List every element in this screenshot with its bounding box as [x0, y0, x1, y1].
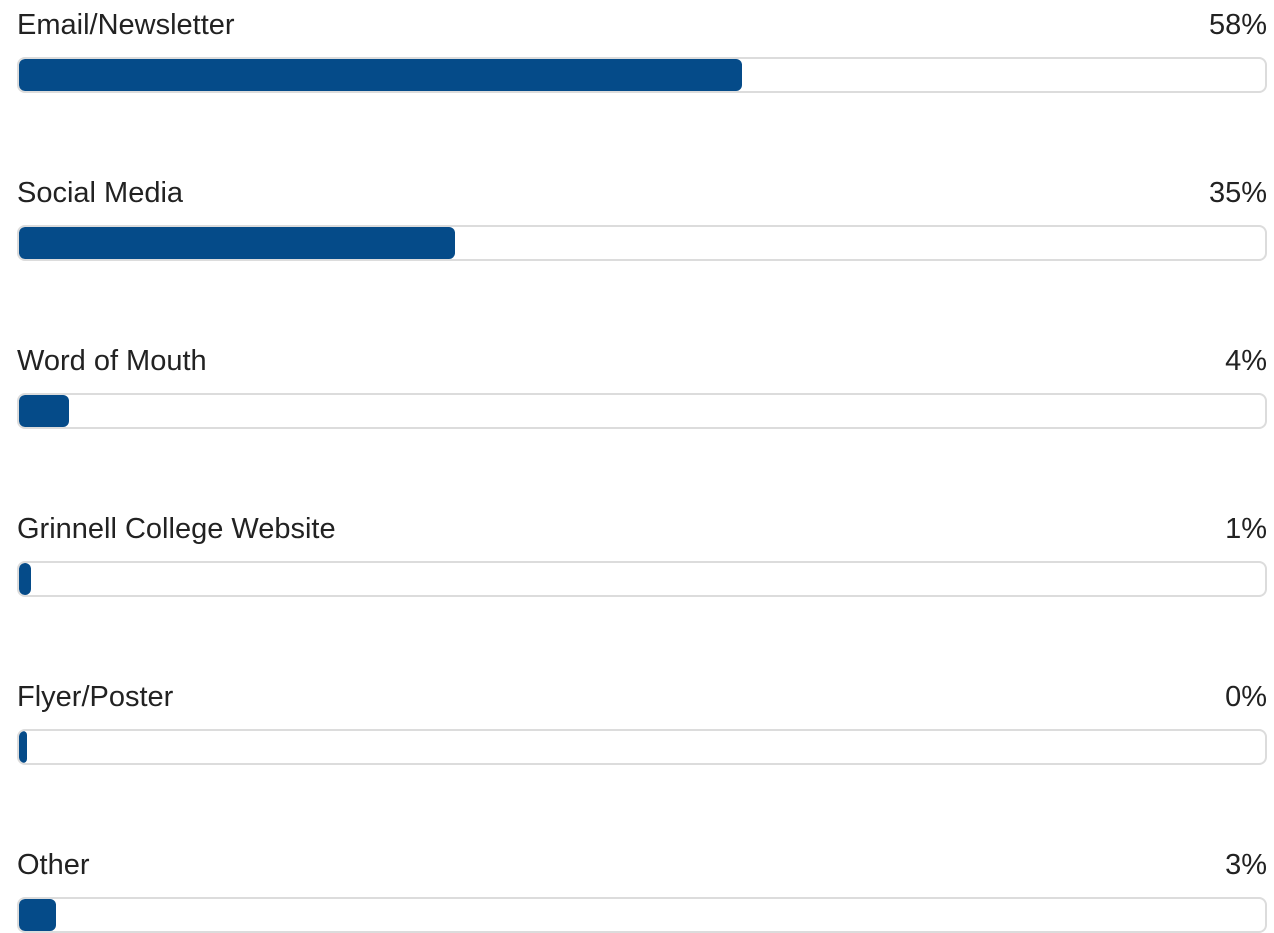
result-row: Flyer/Poster 0% [17, 672, 1267, 765]
progress-track [17, 729, 1267, 765]
progress-track [17, 897, 1267, 933]
percent-label: 4% [1225, 345, 1267, 377]
percent-label: 3% [1225, 849, 1267, 881]
percent-label: 58% [1208, 9, 1267, 41]
progress-track [17, 393, 1267, 429]
percent-label: 1% [1225, 513, 1267, 545]
progress-fill [19, 563, 31, 595]
progress-fill [19, 227, 455, 259]
percent-label: 0% [1225, 681, 1267, 713]
result-row: Email/Newsletter 58% [17, 0, 1267, 93]
result-row: Word of Mouth 4% [17, 336, 1267, 429]
option-label: Flyer/Poster [17, 681, 174, 713]
option-label: Grinnell College Website [17, 513, 336, 545]
progress-track [17, 57, 1267, 93]
option-label: Email/Newsletter [17, 9, 235, 41]
percent-label: 35% [1208, 177, 1267, 209]
result-row: Grinnell College Website 1% [17, 504, 1267, 597]
option-label: Social Media [17, 177, 184, 209]
result-row: Other 3% [17, 840, 1267, 933]
progress-fill [19, 59, 742, 91]
option-label: Word of Mouth [17, 345, 207, 377]
result-row: Social Media 35% [17, 168, 1267, 261]
progress-track [17, 561, 1267, 597]
progress-track [17, 225, 1267, 261]
option-label: Other [17, 849, 90, 881]
progress-fill [19, 899, 56, 931]
progress-fill [19, 395, 69, 427]
progress-fill [19, 731, 27, 763]
